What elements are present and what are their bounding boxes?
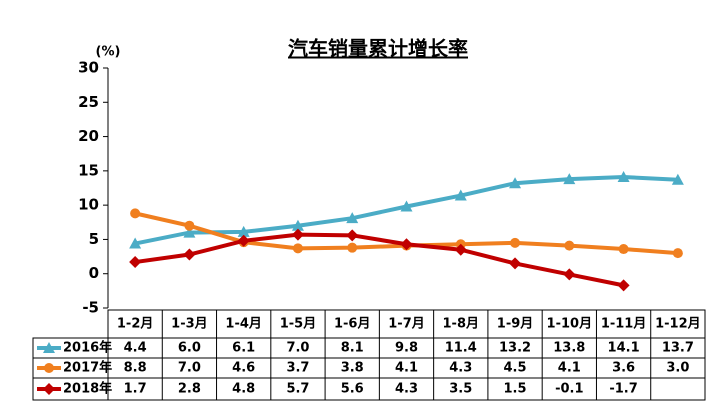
x-tick-label: 1-11月	[601, 317, 647, 332]
point	[563, 173, 576, 185]
table-value: -1.7	[609, 382, 637, 397]
table-value: 6.1	[232, 341, 255, 356]
point	[129, 256, 142, 269]
table-value: 3.5	[449, 382, 472, 397]
x-tick-label: 1-5月	[280, 317, 317, 332]
point	[347, 242, 358, 253]
y-tick-label: 0	[89, 264, 99, 282]
x-tick-label: 1-7月	[388, 317, 425, 332]
point	[237, 225, 250, 237]
x-tick-label: 1-6月	[334, 317, 371, 332]
table-value: 4.3	[449, 361, 472, 376]
table-value: 13.7	[662, 341, 694, 356]
table-value: 8.1	[341, 341, 364, 356]
point	[291, 219, 304, 231]
point	[400, 200, 413, 212]
y-tick-label: 5	[89, 230, 99, 248]
x-tick-label: 1-2月	[117, 317, 154, 332]
table-value: 3.0	[666, 361, 689, 376]
table-value: 3.8	[341, 361, 364, 376]
legend-label: 2016年	[63, 340, 112, 356]
table-value: 5.6	[341, 382, 364, 397]
table-value: 6.0	[178, 341, 201, 356]
x-tick-label: 1-8月	[443, 317, 480, 332]
table-value: 7.0	[286, 341, 309, 356]
table-value: 4.5	[504, 361, 527, 376]
point	[129, 237, 142, 249]
y-tick-label: -5	[82, 299, 99, 317]
point	[617, 171, 630, 183]
point	[400, 238, 413, 251]
x-tick-label: 1-3月	[171, 317, 208, 332]
point	[346, 212, 359, 224]
table-value: 4.1	[558, 361, 581, 376]
x-tick-label: 1-10月	[547, 317, 593, 332]
table-value: 3.7	[286, 361, 309, 376]
point	[509, 257, 522, 270]
legend-label: 2017年	[63, 360, 112, 376]
y-axis-label: (%)	[96, 45, 121, 60]
legend-marker	[44, 363, 54, 373]
point	[291, 228, 304, 241]
point	[618, 244, 629, 255]
table-value: 5.7	[286, 382, 309, 397]
table-value: 1.5	[504, 382, 527, 397]
x-tick-label: 1-9月	[497, 317, 534, 332]
table-value: 4.8	[232, 382, 255, 397]
table-value: 13.8	[553, 341, 585, 356]
table-value: 11.4	[445, 341, 477, 356]
point	[237, 234, 250, 247]
point	[564, 240, 575, 251]
y-tick-label: 30	[78, 59, 99, 77]
point	[617, 279, 630, 292]
chart-title: 汽车销量累计增长率	[288, 37, 468, 61]
point	[672, 248, 683, 259]
table-value: -0.1	[555, 382, 583, 397]
point	[671, 173, 684, 185]
point	[509, 177, 522, 189]
table-value: 8.8	[124, 361, 147, 376]
point	[454, 243, 467, 256]
y-tick-label: 20	[78, 127, 99, 145]
legend-marker	[43, 342, 55, 353]
legend-label: 2018年	[63, 381, 112, 397]
table-value: 4.4	[124, 341, 147, 356]
table-value: 4.1	[395, 361, 418, 376]
table-value: 1.7	[124, 382, 147, 397]
y-tick-label: 25	[78, 93, 99, 111]
table-value: 2.8	[178, 382, 201, 397]
y-tick-label: 10	[78, 196, 99, 214]
point	[183, 248, 196, 261]
point	[184, 220, 195, 231]
point	[563, 268, 576, 281]
point	[292, 243, 303, 254]
table-value: 4.3	[395, 382, 418, 397]
table-value: 9.8	[395, 341, 418, 356]
point	[510, 237, 521, 248]
x-tick-label: 1-12月	[655, 317, 701, 332]
point	[183, 226, 196, 238]
table-value: 13.2	[499, 341, 531, 356]
table-value: 7.0	[178, 361, 201, 376]
legend-marker	[43, 383, 55, 395]
point	[454, 189, 467, 201]
table-value: 3.6	[612, 361, 635, 376]
table-value: 4.6	[232, 361, 255, 376]
x-tick-label: 1-4月	[225, 317, 262, 332]
table-value: 14.1	[608, 341, 640, 356]
point	[130, 208, 141, 219]
y-tick-label: 15	[78, 161, 99, 179]
point	[346, 229, 359, 242]
series-line	[134, 232, 624, 288]
